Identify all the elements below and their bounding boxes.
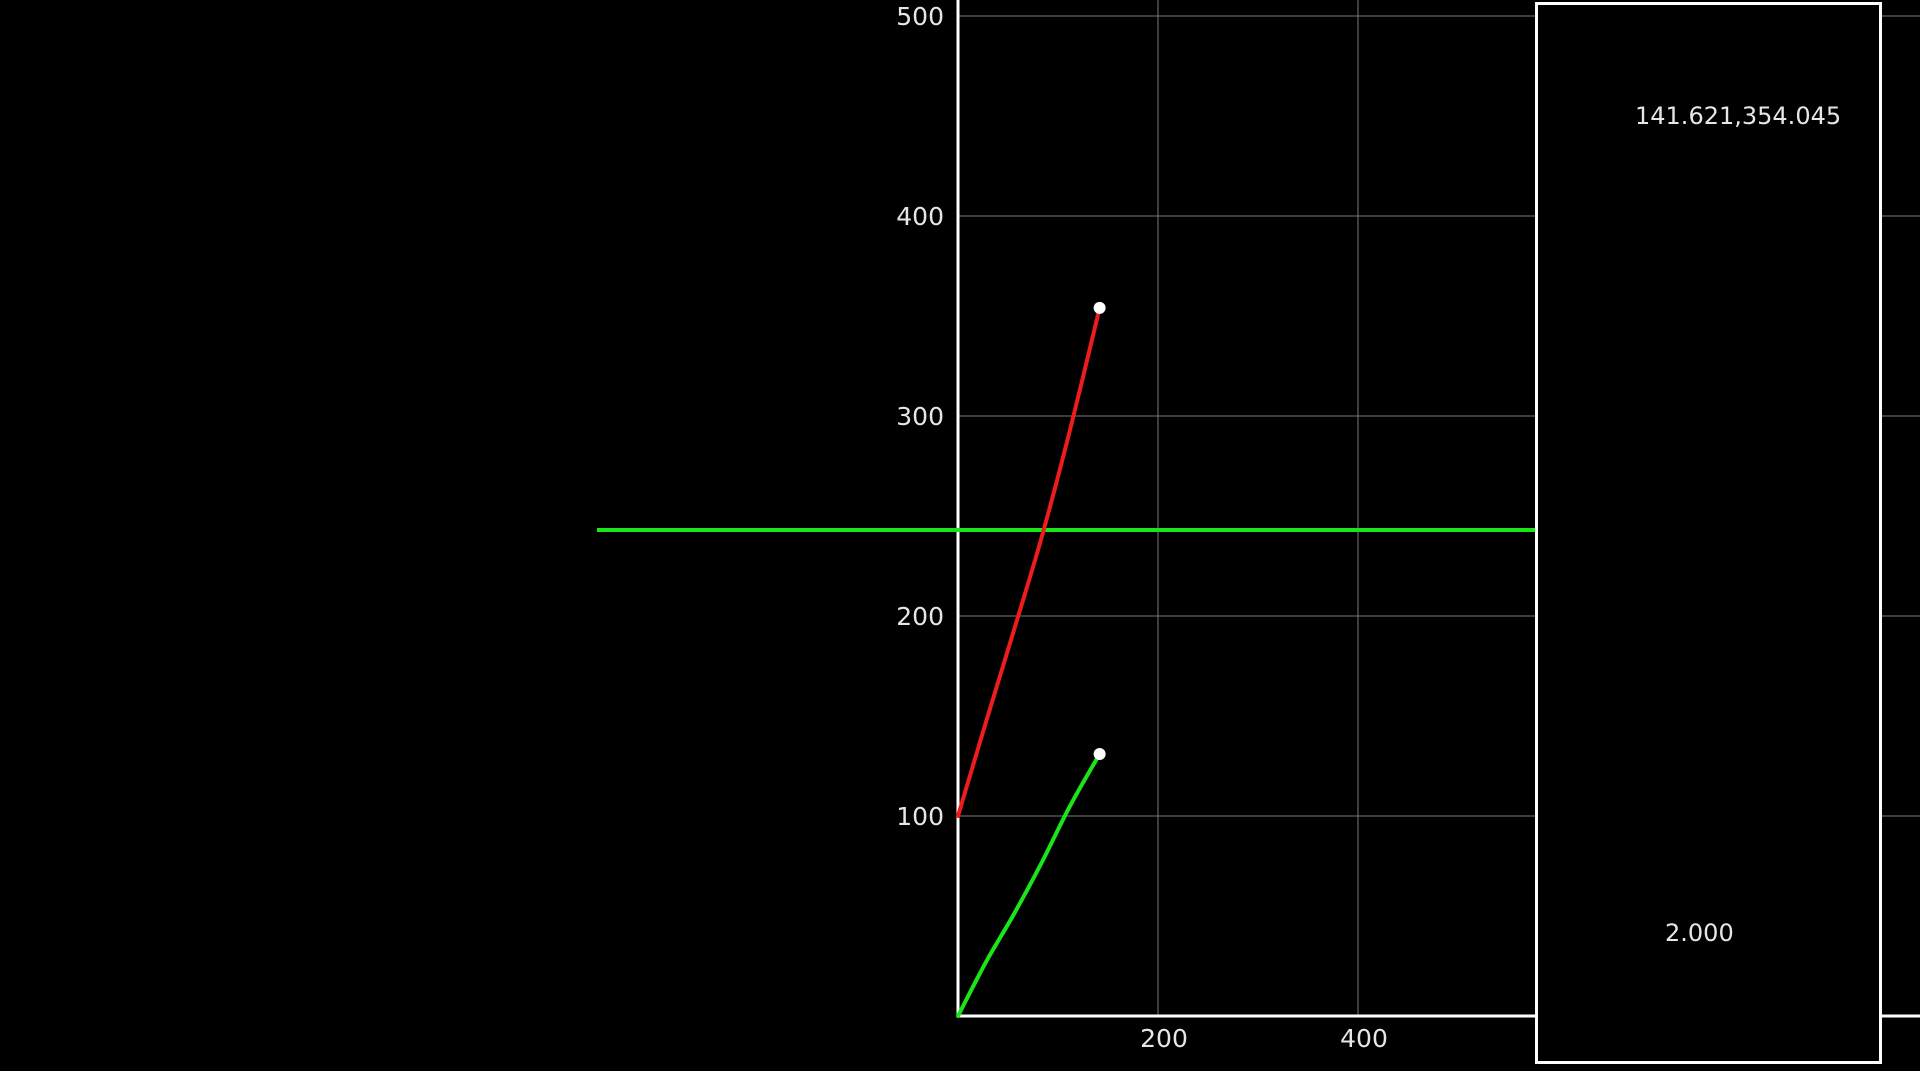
x-tick-label: 200 <box>1140 1024 1188 1053</box>
grid-lines <box>958 0 1920 1016</box>
series-endpoint-marker-1 <box>1093 301 1106 314</box>
scale-readout: 2.000 <box>1665 919 1734 947</box>
y-tick-label: 100 <box>896 802 944 831</box>
series-group <box>956 301 1106 1018</box>
y-tick-label: 200 <box>896 602 944 631</box>
series-line-2 <box>956 752 1102 1018</box>
series-line-1 <box>956 305 1102 818</box>
y-tick-label: 400 <box>896 202 944 231</box>
x-tick-label: 400 <box>1340 1024 1388 1053</box>
coordinate-readout: 141.621,354.045 <box>1635 102 1842 130</box>
y-tick-label: 500 <box>896 2 944 31</box>
series-endpoint-marker-2 <box>1093 748 1106 760</box>
y-tick-label: 300 <box>896 402 944 431</box>
tick-labels: 100 200 300 400 500 200 400 <box>896 2 1388 1053</box>
readout-panel: 141.621,354.045 2.000 <box>1535 2 1882 1064</box>
